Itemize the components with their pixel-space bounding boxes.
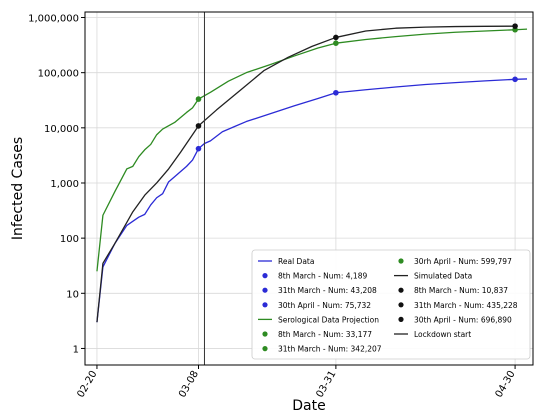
series-line xyxy=(96,25,516,323)
x-axis-title: Date xyxy=(292,398,325,414)
y-tick-label: 100,000 xyxy=(38,69,79,80)
y-tick-label: 1,000 xyxy=(50,179,79,190)
legend-label: 30th April - Num: 696,890 xyxy=(414,315,512,324)
data-point-marker xyxy=(195,123,202,129)
x-tick-label: 03-31 xyxy=(314,369,338,400)
x-tick-label: 03-08 xyxy=(177,369,201,400)
legend-box xyxy=(251,249,531,360)
data-point-marker xyxy=(333,89,339,96)
legend-dot-swatch xyxy=(398,316,404,322)
legend-label: 30rh April - Num: 599,797 xyxy=(414,257,512,266)
legend-dot-swatch xyxy=(262,302,268,308)
series-line xyxy=(96,78,528,323)
legend-label: 30th April - Num: 75,732 xyxy=(278,301,371,310)
legend-label: Real Data xyxy=(278,257,314,266)
x-axis-ticks: 02-20 03-08 03-31 04-30 xyxy=(75,365,518,400)
legend-dot-swatch xyxy=(262,331,268,337)
data-point-marker xyxy=(195,145,202,152)
legend-label: 31th March - Num: 435,228 xyxy=(414,301,518,310)
x-tick-label: 02-20 xyxy=(75,369,99,400)
legend-label: Serological Data Projection xyxy=(278,315,379,324)
y-tick-label: 100 xyxy=(60,234,79,245)
y-tick-label: 10 xyxy=(66,289,79,300)
legend-dot-swatch xyxy=(398,258,404,264)
data-point-marker xyxy=(195,96,202,102)
legend-label: 8th March - Num: 4,189 xyxy=(278,272,367,281)
legend: Real Data 8th March - Num: 4,189 31th Marc… xyxy=(251,249,531,360)
legend-label: 31th March - Num: 342,207 xyxy=(278,345,382,354)
marker-layer xyxy=(195,23,518,152)
legend-dot-swatch xyxy=(262,287,268,293)
x-tick-label: 04-30 xyxy=(494,369,518,400)
series-line xyxy=(96,28,528,272)
data-point-marker xyxy=(333,40,339,47)
y-tick-label: 1 xyxy=(73,344,79,355)
data-point-marker xyxy=(512,23,518,29)
plot-frame xyxy=(84,11,534,366)
legend-label: 31th March - Num: 43,208 xyxy=(278,286,377,295)
legend-dot-swatch xyxy=(262,273,268,279)
legend-dot-swatch xyxy=(262,346,268,352)
legend-label: 8th March - Num: 10,837 xyxy=(414,286,508,295)
data-point-marker xyxy=(333,34,339,41)
y-tick-label: 10,000 xyxy=(44,124,79,135)
data-point-marker xyxy=(512,76,518,83)
y-axis-title: Infected Cases xyxy=(10,137,26,240)
legend-label: Lockdown start xyxy=(414,330,471,339)
y-tick-label: 1,000,000 xyxy=(28,14,79,25)
y-axis-ticks: 1 10 100 1,000 10,000 100,000 1,000,000 xyxy=(28,14,85,355)
legend-label: Simulated Data xyxy=(414,272,472,281)
legend-dot-swatch xyxy=(398,287,404,293)
legend-dot-swatch xyxy=(398,302,404,308)
legend-label: 8th March - Num: 33,177 xyxy=(278,330,372,339)
